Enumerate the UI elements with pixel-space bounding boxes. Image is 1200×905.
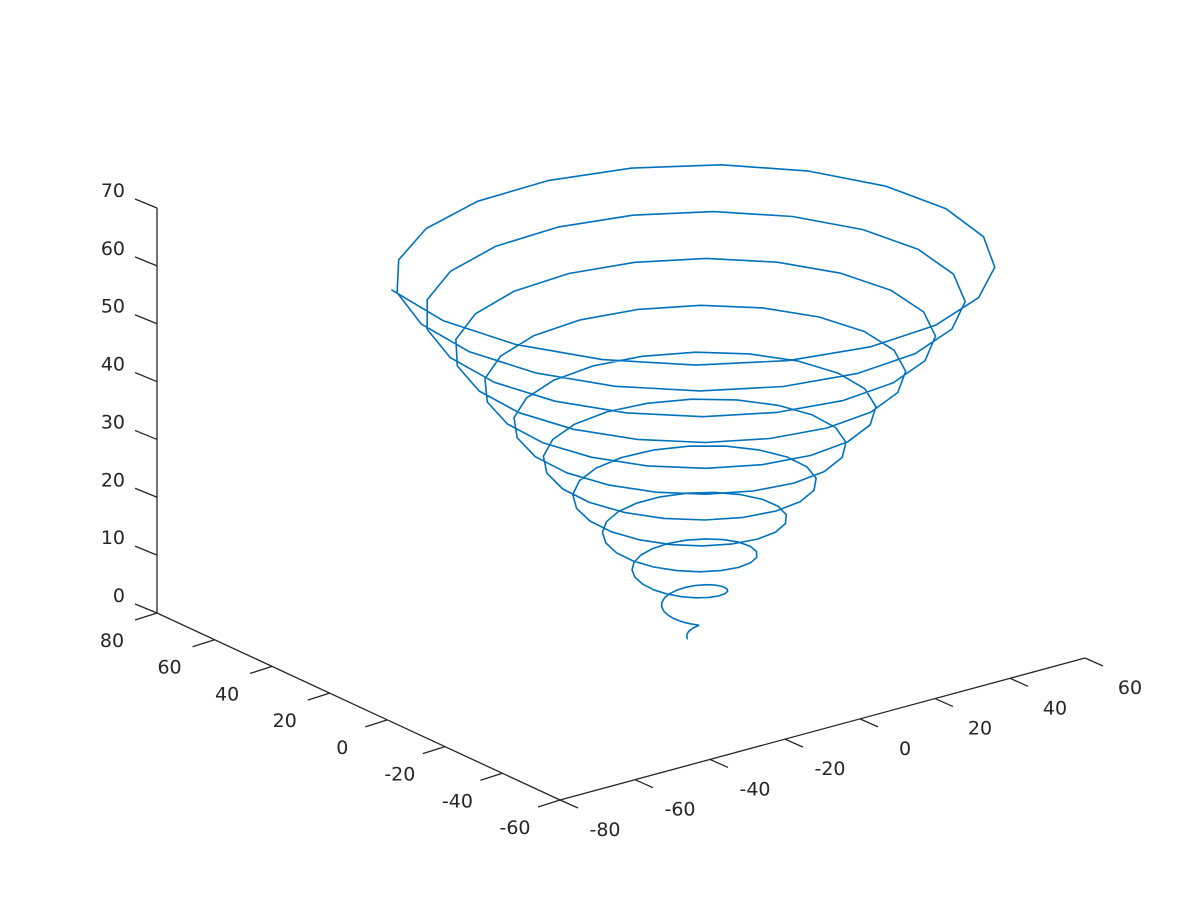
x-tick-label: -80 [589,819,620,841]
z-tick-mark [134,429,158,441]
x-tick-mark [934,697,954,708]
y-tick-mark [192,639,215,648]
x-axis-line [559,657,1086,801]
z-tick-mark [134,371,158,383]
x-tick-label: 40 [1043,697,1067,719]
x-tick-mark [784,738,804,748]
y-tick-label: -40 [442,790,473,812]
y-tick-label: 60 [157,657,181,679]
z-tick-mark [134,314,158,325]
y-tick-mark [480,772,503,781]
axes [156,208,1086,801]
y-tick-mark [422,745,446,755]
x-tick-label: -20 [814,758,845,780]
z-tick-label: 40 [101,354,125,376]
y-tick-label: 0 [336,737,348,759]
y-tick-mark [537,799,561,808]
z-tick-mark [134,487,158,498]
z-tick-label: 20 [101,469,125,491]
x-tick-label: 20 [968,718,992,740]
y-tick-mark [307,692,330,701]
y-tick-label: -60 [499,817,530,839]
z-tick-label: 30 [101,411,125,433]
z-tick-label: 10 [101,527,125,549]
series [391,164,996,640]
y-tick-label: -20 [384,764,415,786]
z-tick-mark [134,545,158,556]
z-tick-mark [134,256,158,267]
x-tick-label: -40 [739,778,770,800]
y-tick-mark [365,719,388,728]
z-tick-mark [134,198,158,209]
z-tick-mark [134,603,158,614]
y-tick-mark [134,612,158,621]
x-tick-label: 0 [899,738,911,760]
y-tick-mark [249,665,273,675]
tick-marks [134,198,1104,809]
x-tick-mark [634,779,654,789]
x-tick-mark [709,758,729,769]
x-tick-mark [859,718,879,728]
y-tick-label: 80 [100,630,124,652]
z-tick-label: 70 [101,180,125,202]
x-tick-label: 60 [1118,677,1142,699]
z-tick-label: 0 [113,585,125,607]
y-axis-line [156,612,561,801]
y-tick-label: 20 [273,710,297,732]
spiral-series-line [391,164,996,640]
x-tick-mark [559,799,579,809]
z-tick-label: 60 [101,238,125,260]
z-tick-label: 50 [101,296,125,318]
y-tick-label: 40 [215,683,239,705]
tick-labels: -80 -60 -40 -20 0 20 40 60 -60 -40 -20 0 20 40 60 80 0 10… [100,180,1142,841]
x-tick-mark [1009,677,1029,687]
x-tick-mark [1084,657,1104,667]
x-tick-label: -60 [664,799,695,821]
